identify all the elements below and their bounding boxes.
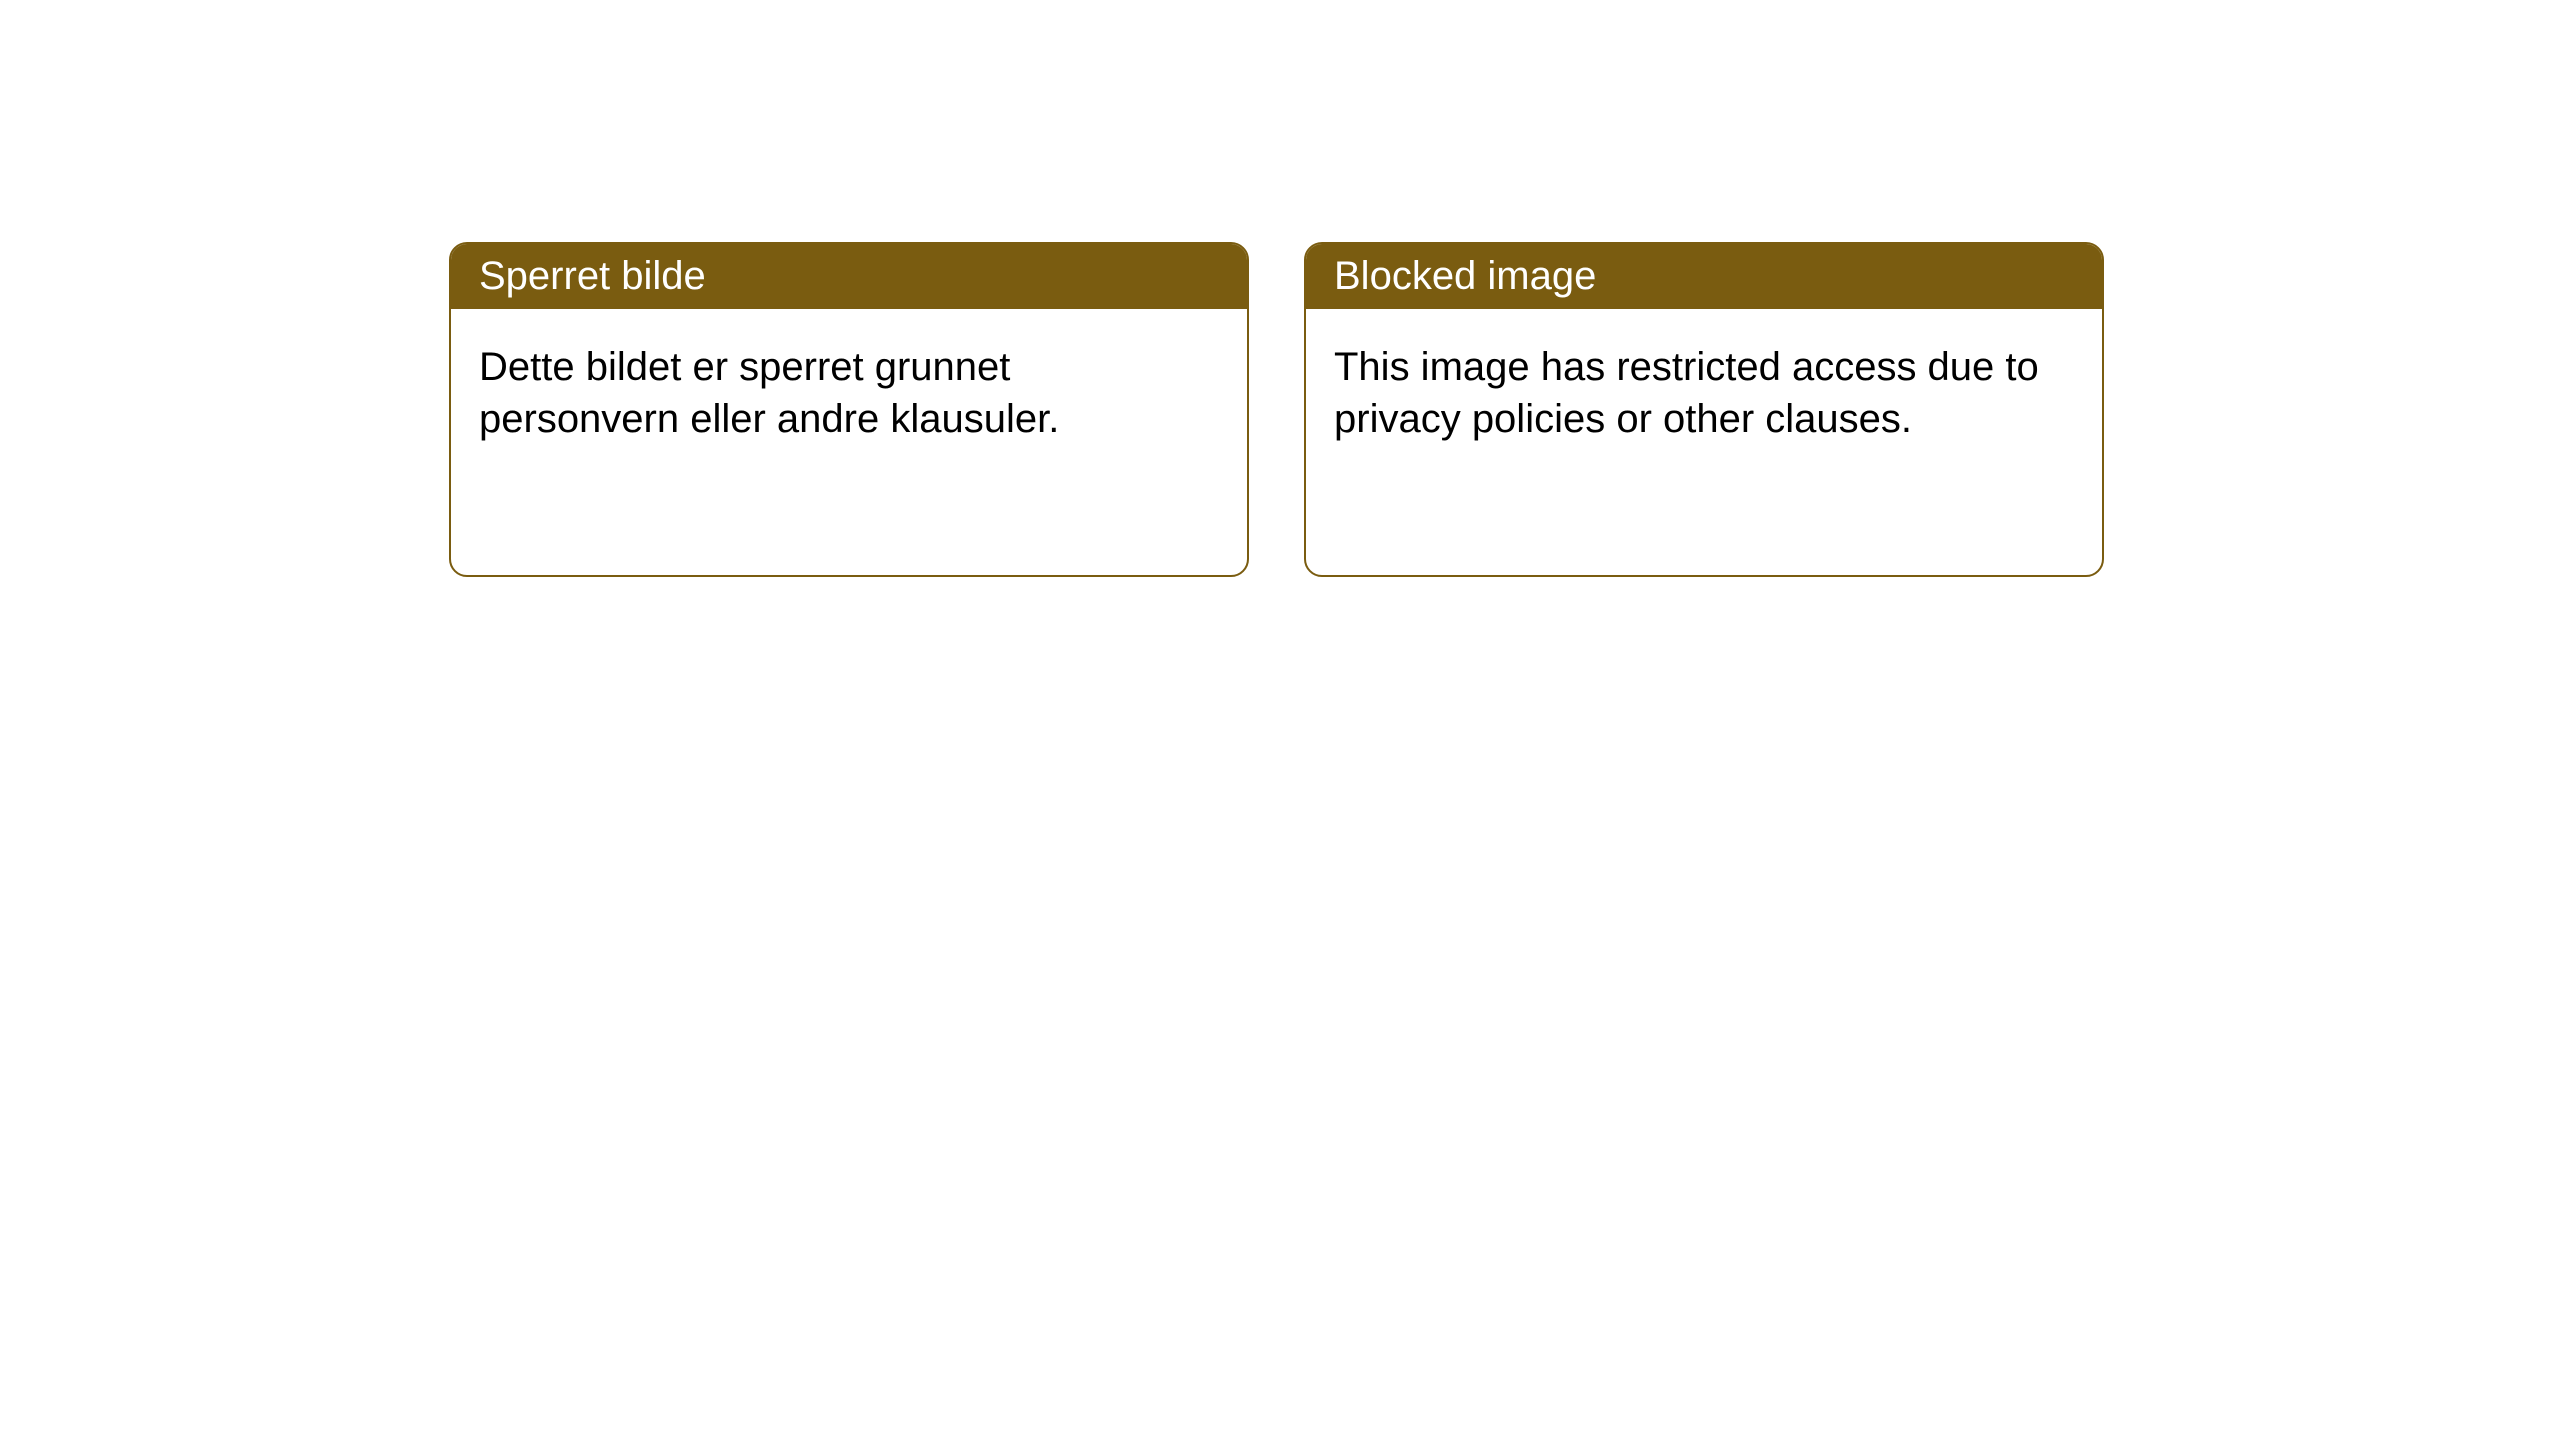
notice-body: This image has restricted access due to … bbox=[1306, 309, 2102, 477]
notice-card-norwegian: Sperret bilde Dette bildet er sperret gr… bbox=[449, 242, 1249, 577]
notice-body-text: This image has restricted access due to … bbox=[1334, 345, 2039, 441]
notice-body: Dette bildet er sperret grunnet personve… bbox=[451, 309, 1247, 477]
notice-header: Blocked image bbox=[1306, 244, 2102, 309]
notice-card-english: Blocked image This image has restricted … bbox=[1304, 242, 2104, 577]
notice-header-text: Blocked image bbox=[1334, 254, 1596, 298]
notice-body-text: Dette bildet er sperret grunnet personve… bbox=[479, 345, 1059, 441]
notice-container: Sperret bilde Dette bildet er sperret gr… bbox=[0, 0, 2560, 577]
notice-header-text: Sperret bilde bbox=[479, 254, 706, 298]
notice-header: Sperret bilde bbox=[451, 244, 1247, 309]
